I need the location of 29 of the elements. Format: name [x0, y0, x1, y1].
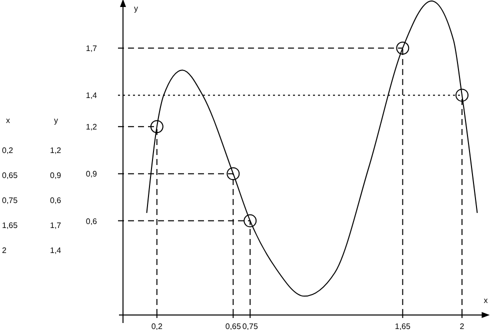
x-tick-label: 0,2	[151, 322, 164, 330]
point	[244, 214, 257, 228]
text: x	[6, 116, 10, 125]
text: 0,6	[50, 196, 62, 205]
x-axis-title: x	[484, 296, 488, 305]
y-tick-label: 0,6	[86, 216, 98, 226]
point	[456, 88, 468, 102]
text: 1,65	[2, 221, 18, 230]
point	[396, 42, 410, 55]
y-tick-label: 1,4	[86, 91, 98, 100]
text: 1,2	[50, 146, 62, 155]
y-tick-label: 1,7	[86, 44, 98, 54]
text: 0,65	[2, 171, 18, 180]
x-tick-label: 0,65	[225, 322, 242, 330]
text: 1,7	[50, 221, 62, 230]
y-tick-label: 1,2	[86, 122, 98, 132]
x-tick-label: 2	[460, 322, 465, 330]
text: 1,4	[50, 246, 62, 255]
text: y	[54, 116, 58, 125]
y-tick-label: 0,9	[86, 170, 98, 179]
point	[226, 167, 240, 180]
text: 0,2	[2, 146, 14, 155]
x-tick-label: 1,65	[394, 322, 412, 330]
text: 0,9	[50, 171, 62, 180]
text: 2	[2, 246, 7, 255]
x-tick-label: 0,75	[242, 322, 258, 330]
text: 0,75	[2, 196, 18, 205]
y-axis-title: y	[134, 4, 138, 13]
point	[150, 120, 164, 134]
